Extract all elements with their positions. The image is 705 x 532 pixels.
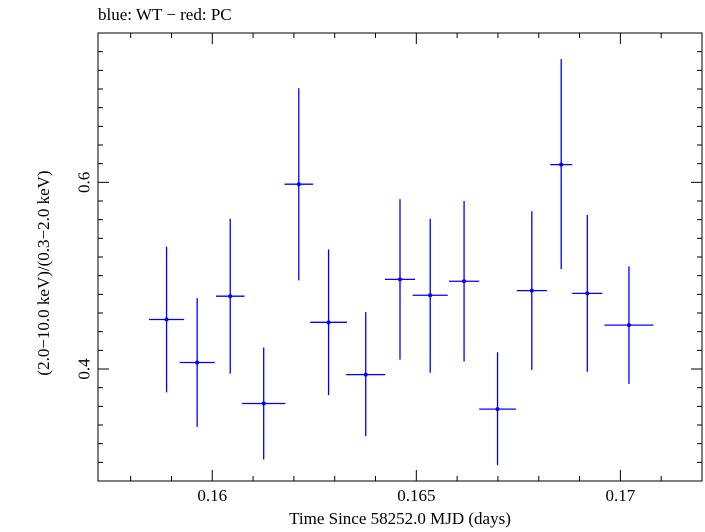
point-marker <box>559 162 564 167</box>
data-point <box>550 59 573 270</box>
axis-ticks: 0.16 0.165 0.17 0.4 0.6 <box>75 32 702 505</box>
data-point <box>242 347 286 460</box>
y-axis-label: (2.0−10.0 keV)/(0.3−2.0 keV) <box>34 170 53 376</box>
point-marker <box>585 291 590 296</box>
x-tick-label: 0.16 <box>197 486 227 505</box>
x-tick-label: 0.17 <box>606 486 636 505</box>
y-tick-label: 0.6 <box>75 172 94 193</box>
point-marker <box>626 323 631 328</box>
x-axis-label: Time Since 58252.0 MJD (days) <box>289 509 511 528</box>
data-point <box>479 352 516 466</box>
point-marker <box>495 407 500 412</box>
point-marker <box>363 372 368 377</box>
data-point <box>346 312 386 437</box>
point-marker <box>195 360 200 365</box>
point-marker <box>398 277 402 282</box>
y-tick-label: 0.4 <box>75 358 94 380</box>
data-point <box>412 218 448 373</box>
chart-title: blue: WT − red: PC <box>98 5 232 24</box>
data-point <box>284 88 314 281</box>
data-point <box>516 211 547 370</box>
data-point <box>215 218 245 374</box>
point-marker <box>428 293 433 298</box>
data-point <box>149 246 185 393</box>
data-points <box>149 59 654 466</box>
point-marker <box>529 288 534 293</box>
point-marker <box>462 279 467 284</box>
data-point <box>310 249 347 396</box>
point-marker <box>296 182 301 187</box>
data-point <box>572 215 603 372</box>
x-tick-label: 0.165 <box>397 486 435 505</box>
point-marker <box>164 317 169 322</box>
data-point <box>604 266 654 384</box>
data-point <box>384 199 416 360</box>
point-marker <box>326 320 331 325</box>
data-point <box>179 298 215 427</box>
point-marker <box>228 294 233 299</box>
data-point <box>448 201 480 362</box>
point-marker <box>261 401 266 406</box>
